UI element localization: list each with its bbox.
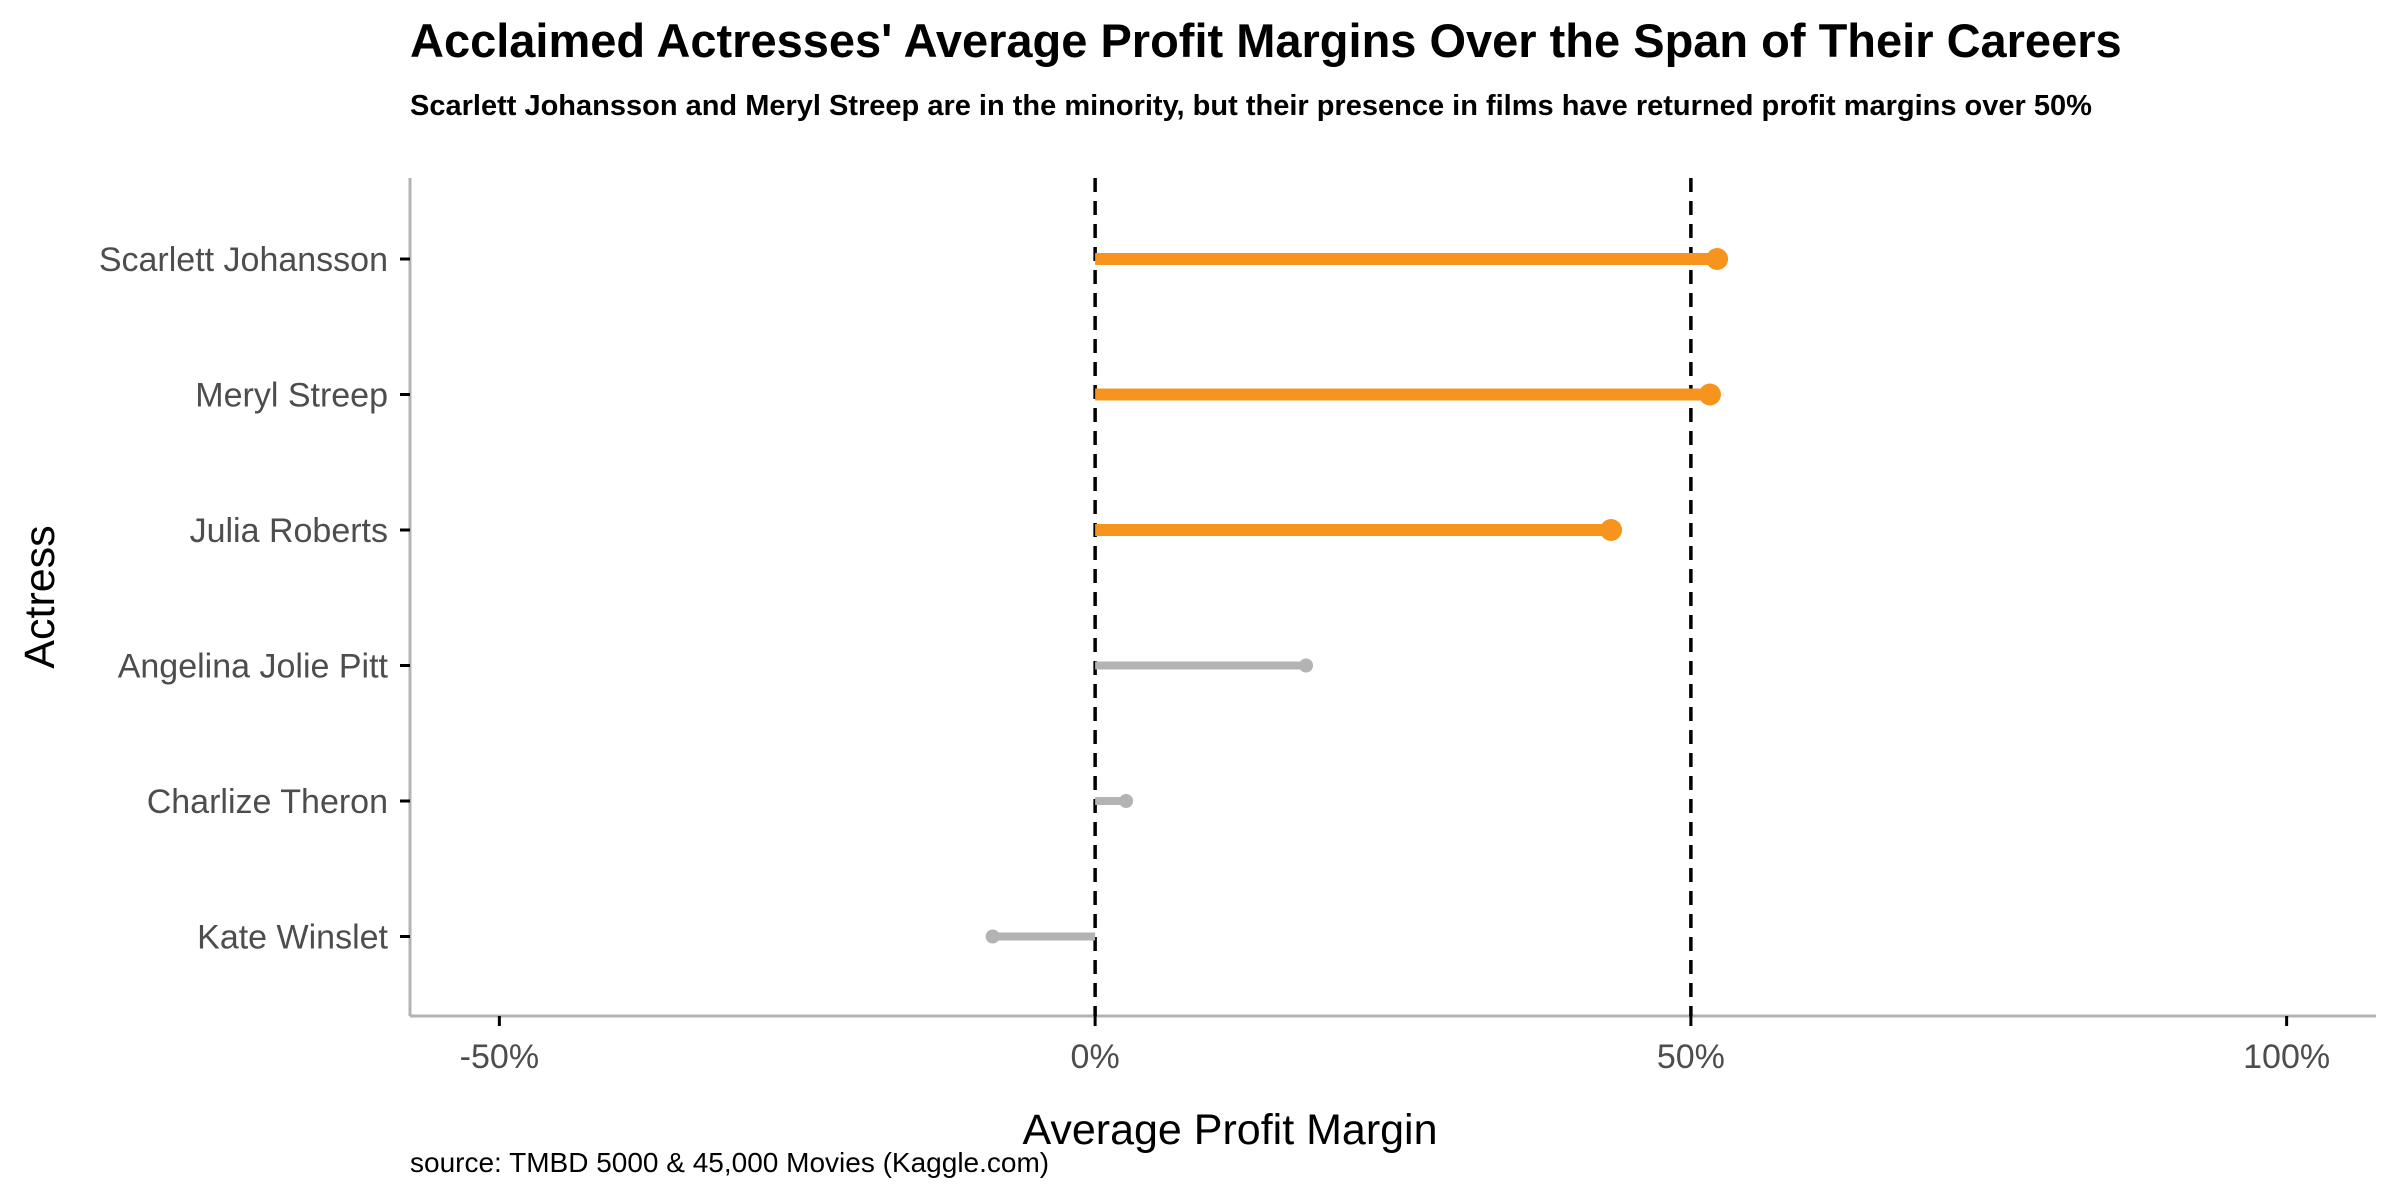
lollipop-point bbox=[1119, 794, 1134, 808]
x-tick-label: 0% bbox=[1071, 1038, 1120, 1076]
chart-title: Acclaimed Actresses' Average Profit Marg… bbox=[410, 14, 2122, 67]
y-tick-label: Kate Winslet bbox=[197, 919, 388, 957]
x-tick-label: -50% bbox=[460, 1038, 539, 1076]
y-tick-label: Meryl Streep bbox=[195, 377, 388, 415]
lollipop-point bbox=[1299, 658, 1314, 673]
lollipop-point bbox=[1600, 519, 1623, 541]
x-tick-label: 50% bbox=[1657, 1038, 1725, 1076]
chart-subtitle: Scarlett Johansson and Meryl Streep are … bbox=[410, 90, 2092, 122]
y-tick-label: Julia Roberts bbox=[190, 512, 388, 550]
lollipop-point bbox=[1706, 248, 1729, 270]
y-tick-label: Charlize Theron bbox=[147, 783, 388, 821]
y-axis-title: Actress bbox=[16, 525, 64, 668]
plot-area: -50% 0% 50% 100% Scarlett Johansson Meryl Str… bbox=[99, 178, 2376, 1076]
y-tick-label: Angelina Jolie Pitt bbox=[118, 648, 389, 686]
y-tick-label: Scarlett Johansson bbox=[99, 241, 388, 279]
lollipop-point bbox=[1698, 383, 1721, 406]
x-axis-title: Average Profit Margin bbox=[1022, 1106, 1437, 1154]
lollipop-point bbox=[985, 929, 1000, 944]
chart-caption: source: TMBD 5000 & 45,000 Movies (Kaggl… bbox=[410, 1147, 1049, 1178]
x-tick-label: 100% bbox=[2243, 1038, 2330, 1076]
